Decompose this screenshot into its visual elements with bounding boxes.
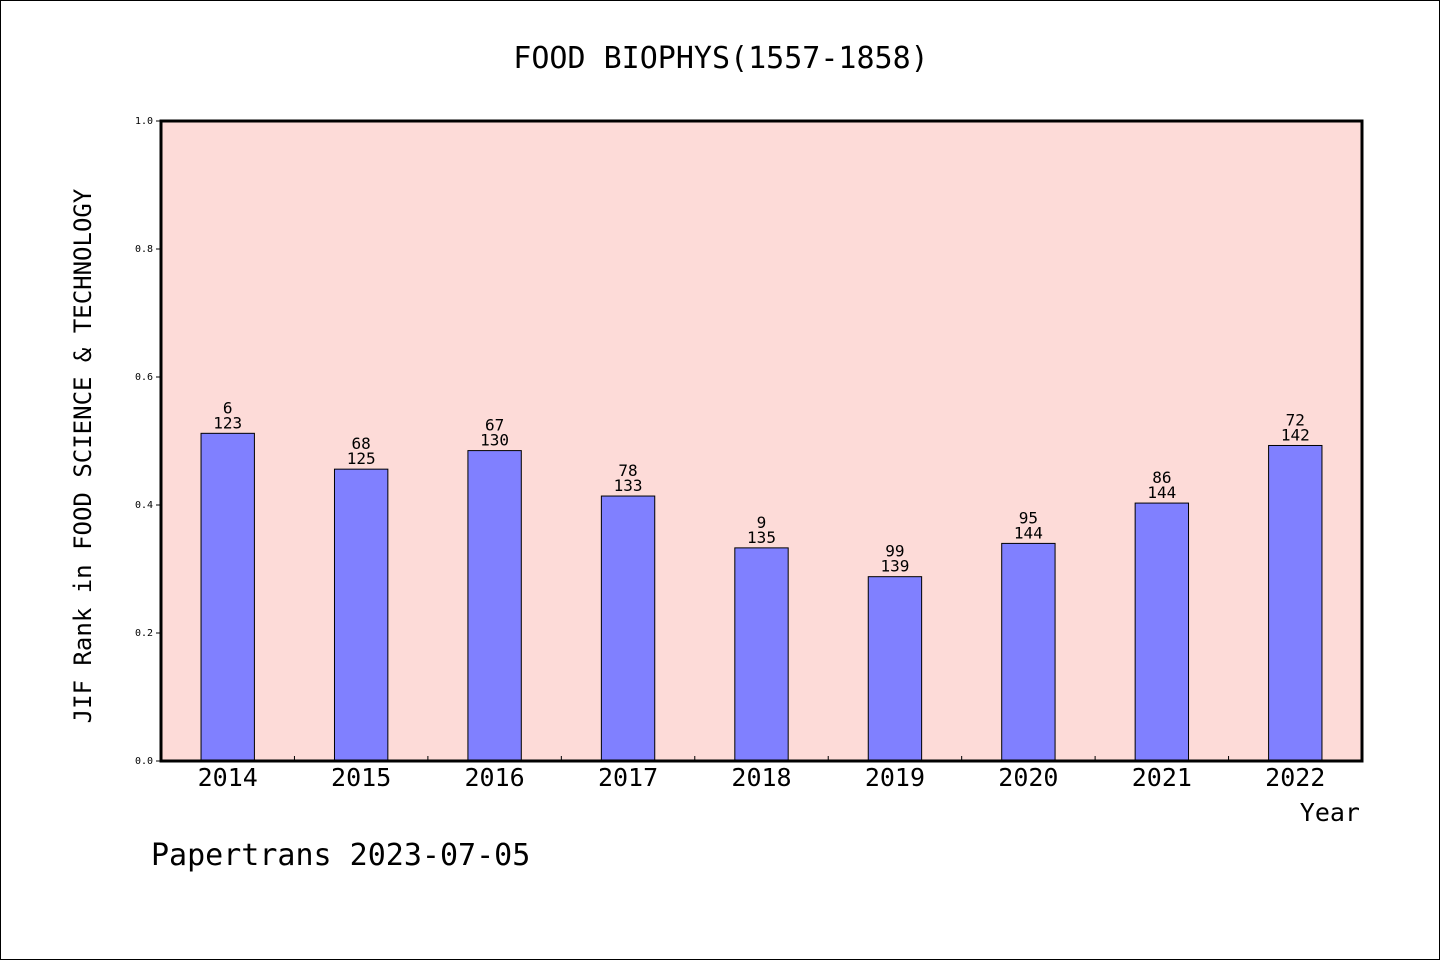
- bar-label-rank-2015: 68: [352, 434, 371, 453]
- bar-label-rank-2018: 9: [757, 513, 767, 532]
- x-tick-label-2021: 2021: [1132, 763, 1192, 792]
- y-tick-label-1.0: 1.0: [135, 116, 153, 127]
- bar-label-rank-2014: 6: [223, 398, 233, 417]
- bar-2021: [1134, 502, 1190, 762]
- bar-label-rank-2019: 99: [885, 542, 904, 561]
- x-tick-label-2018: 2018: [731, 763, 791, 792]
- bar-2014: [200, 432, 255, 762]
- bar-2022: [1268, 444, 1323, 762]
- x-tick-label-2014: 2014: [198, 763, 258, 792]
- x-tick-label-2017: 2017: [598, 763, 658, 792]
- bar-label-total-2020: 144: [1014, 523, 1043, 542]
- bar-label-rank-2021: 86: [1152, 468, 1171, 487]
- y-tick-label-0.6: 0.6: [135, 372, 153, 383]
- bar-label-total-2021: 144: [1147, 483, 1176, 502]
- chart-title: FOOD BIOPHYS(1557-1858): [513, 41, 928, 76]
- bar-label-total-2014: 123: [213, 413, 242, 432]
- bar-2017: [600, 495, 656, 762]
- ticks-group: 2014 2015 2016 2017 2018 2019 2020 2021 2022 0.0 0…: [135, 116, 1325, 792]
- bar-label-total-2017: 133: [614, 476, 643, 495]
- bar-label-total-2015: 125: [347, 449, 376, 468]
- x-tick-label-2015: 2015: [331, 763, 391, 792]
- x-tick-label-2020: 2020: [998, 763, 1058, 792]
- y-tick-label-0.4: 0.4: [135, 500, 153, 511]
- bar-2019: [867, 576, 923, 762]
- x-tick-label-2016: 2016: [465, 763, 525, 792]
- bar-label-rank-2020: 95: [1019, 508, 1038, 527]
- bar-2018: [734, 547, 789, 762]
- bar-label-total-2019: 139: [880, 557, 909, 576]
- bar-label-total-2016: 130: [480, 431, 509, 450]
- y-tick-label-0.2: 0.2: [135, 628, 153, 639]
- y-tick-label-0.0: 0.0: [135, 756, 153, 767]
- y-axis-label: JIF Rank in FOOD SCIENCE & TECHNOLOGY: [69, 188, 97, 723]
- x-tick-label-2022: 2022: [1265, 763, 1325, 792]
- x-axis-label: Year: [1300, 798, 1360, 827]
- bar-label-total-2022: 142: [1281, 425, 1310, 444]
- bars-group: 6123681256713078133913599139951448614472…: [200, 398, 1323, 762]
- bar-label-rank-2017: 78: [618, 461, 637, 480]
- footer-credit: Papertrans 2023-07-05: [151, 838, 530, 873]
- x-tick-label-2019: 2019: [865, 763, 925, 792]
- bar-label-total-2018: 135: [747, 528, 776, 547]
- bar-label-rank-2022: 72: [1286, 410, 1305, 429]
- bar-2016: [467, 450, 522, 762]
- y-tick-label-0.8: 0.8: [135, 244, 153, 255]
- plot-border: [159, 119, 1364, 763]
- bar-2015: [333, 468, 389, 762]
- bar-label-rank-2016: 67: [485, 416, 504, 435]
- bar-2020: [1001, 542, 1056, 762]
